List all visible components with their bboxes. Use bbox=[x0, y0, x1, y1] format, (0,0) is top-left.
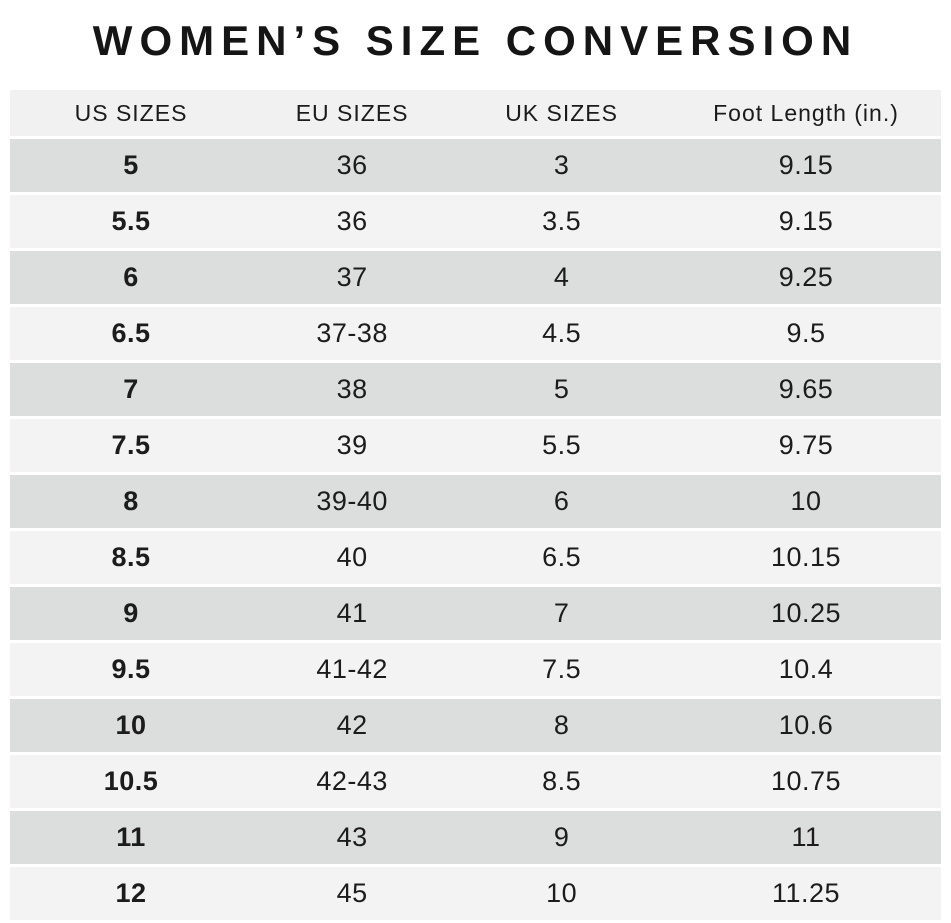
cell-uk-size: 3 bbox=[452, 139, 671, 192]
cell-eu-size: 41-42 bbox=[252, 643, 453, 696]
cell-eu-size: 40 bbox=[252, 531, 453, 584]
cell-foot-length: 9.65 bbox=[670, 363, 941, 416]
cell-foot-length: 9.75 bbox=[670, 419, 941, 472]
col-header-eu-sizes: EU SIZES bbox=[252, 90, 453, 136]
cell-foot-length: 10.25 bbox=[670, 587, 941, 640]
table-row: 6 37 4 9.25 bbox=[10, 251, 941, 304]
table-row: 6.5 37-38 4.5 9.5 bbox=[10, 307, 941, 360]
cell-foot-length: 10.6 bbox=[670, 699, 941, 752]
cell-uk-size: 8 bbox=[452, 699, 671, 752]
cell-uk-size: 8.5 bbox=[452, 755, 671, 808]
page-title: WOMEN’S SIZE CONVERSION bbox=[92, 17, 859, 64]
table-row: 10.5 42-43 8.5 10.75 bbox=[10, 755, 941, 808]
col-header-uk-sizes: UK SIZES bbox=[452, 90, 671, 136]
table-row: 8.5 40 6.5 10.15 bbox=[10, 531, 941, 584]
cell-us-size: 5.5 bbox=[10, 195, 253, 248]
table-row: 8 39-40 6 10 bbox=[10, 475, 941, 528]
cell-foot-length: 10 bbox=[670, 475, 941, 528]
cell-uk-size: 9 bbox=[452, 811, 671, 864]
cell-foot-length: 11.25 bbox=[670, 867, 941, 920]
cell-uk-size: 6.5 bbox=[452, 531, 671, 584]
cell-foot-length: 11 bbox=[670, 811, 941, 864]
col-header-us-sizes: US SIZES bbox=[10, 90, 253, 136]
cell-eu-size: 39-40 bbox=[252, 475, 453, 528]
cell-uk-size: 4 bbox=[452, 251, 671, 304]
cell-us-size: 9.5 bbox=[10, 643, 253, 696]
cell-eu-size: 43 bbox=[252, 811, 453, 864]
cell-us-size: 6 bbox=[10, 251, 253, 304]
header-row: US SIZES EU SIZES UK SIZES Foot Length (… bbox=[10, 90, 941, 136]
cell-eu-size: 45 bbox=[252, 867, 453, 920]
cell-foot-length: 9.5 bbox=[670, 307, 941, 360]
table-row: 5 36 3 9.15 bbox=[10, 139, 941, 192]
cell-uk-size: 10 bbox=[452, 867, 671, 920]
cell-us-size: 10 bbox=[10, 699, 253, 752]
cell-us-size: 11 bbox=[10, 811, 253, 864]
cell-us-size: 7.5 bbox=[10, 419, 253, 472]
cell-uk-size: 5.5 bbox=[452, 419, 671, 472]
cell-eu-size: 38 bbox=[252, 363, 453, 416]
cell-foot-length: 9.15 bbox=[670, 139, 941, 192]
cell-eu-size: 42 bbox=[252, 699, 453, 752]
table-row: 7 38 5 9.65 bbox=[10, 363, 941, 416]
cell-uk-size: 6 bbox=[452, 475, 671, 528]
cell-uk-size: 4.5 bbox=[452, 307, 671, 360]
table-row: 7.5 39 5.5 9.75 bbox=[10, 419, 941, 472]
table-row: 9.5 41-42 7.5 10.4 bbox=[10, 643, 941, 696]
table-row: 10 42 8 10.6 bbox=[10, 699, 941, 752]
cell-foot-length: 10.15 bbox=[670, 531, 941, 584]
cell-us-size: 10.5 bbox=[10, 755, 253, 808]
cell-uk-size: 7 bbox=[452, 587, 671, 640]
table-row: 9 41 7 10.25 bbox=[10, 587, 941, 640]
table-row: 5.5 36 3.5 9.15 bbox=[10, 195, 941, 248]
cell-us-size: 5 bbox=[10, 139, 253, 192]
table-row: 11 43 9 11 bbox=[10, 811, 941, 864]
cell-eu-size: 39 bbox=[252, 419, 453, 472]
cell-us-size: 6.5 bbox=[10, 307, 253, 360]
cell-foot-length: 10.75 bbox=[670, 755, 941, 808]
size-conversion-table: US SIZES EU SIZES UK SIZES Foot Length (… bbox=[10, 87, 941, 923]
cell-us-size: 8.5 bbox=[10, 531, 253, 584]
cell-eu-size: 36 bbox=[252, 139, 453, 192]
cell-foot-length: 9.15 bbox=[670, 195, 941, 248]
cell-us-size: 7 bbox=[10, 363, 253, 416]
cell-foot-length: 9.25 bbox=[670, 251, 941, 304]
cell-eu-size: 42-43 bbox=[252, 755, 453, 808]
cell-foot-length: 10.4 bbox=[670, 643, 941, 696]
col-header-foot-length: Foot Length (in.) bbox=[670, 90, 941, 136]
cell-uk-size: 3.5 bbox=[452, 195, 671, 248]
cell-eu-size: 37-38 bbox=[252, 307, 453, 360]
cell-eu-size: 41 bbox=[252, 587, 453, 640]
cell-us-size: 8 bbox=[10, 475, 253, 528]
cell-eu-size: 36 bbox=[252, 195, 453, 248]
cell-us-size: 9 bbox=[10, 587, 253, 640]
cell-uk-size: 7.5 bbox=[452, 643, 671, 696]
table-row: 12 45 10 11.25 bbox=[10, 867, 941, 920]
cell-eu-size: 37 bbox=[252, 251, 453, 304]
cell-us-size: 12 bbox=[10, 867, 253, 920]
cell-uk-size: 5 bbox=[452, 363, 671, 416]
